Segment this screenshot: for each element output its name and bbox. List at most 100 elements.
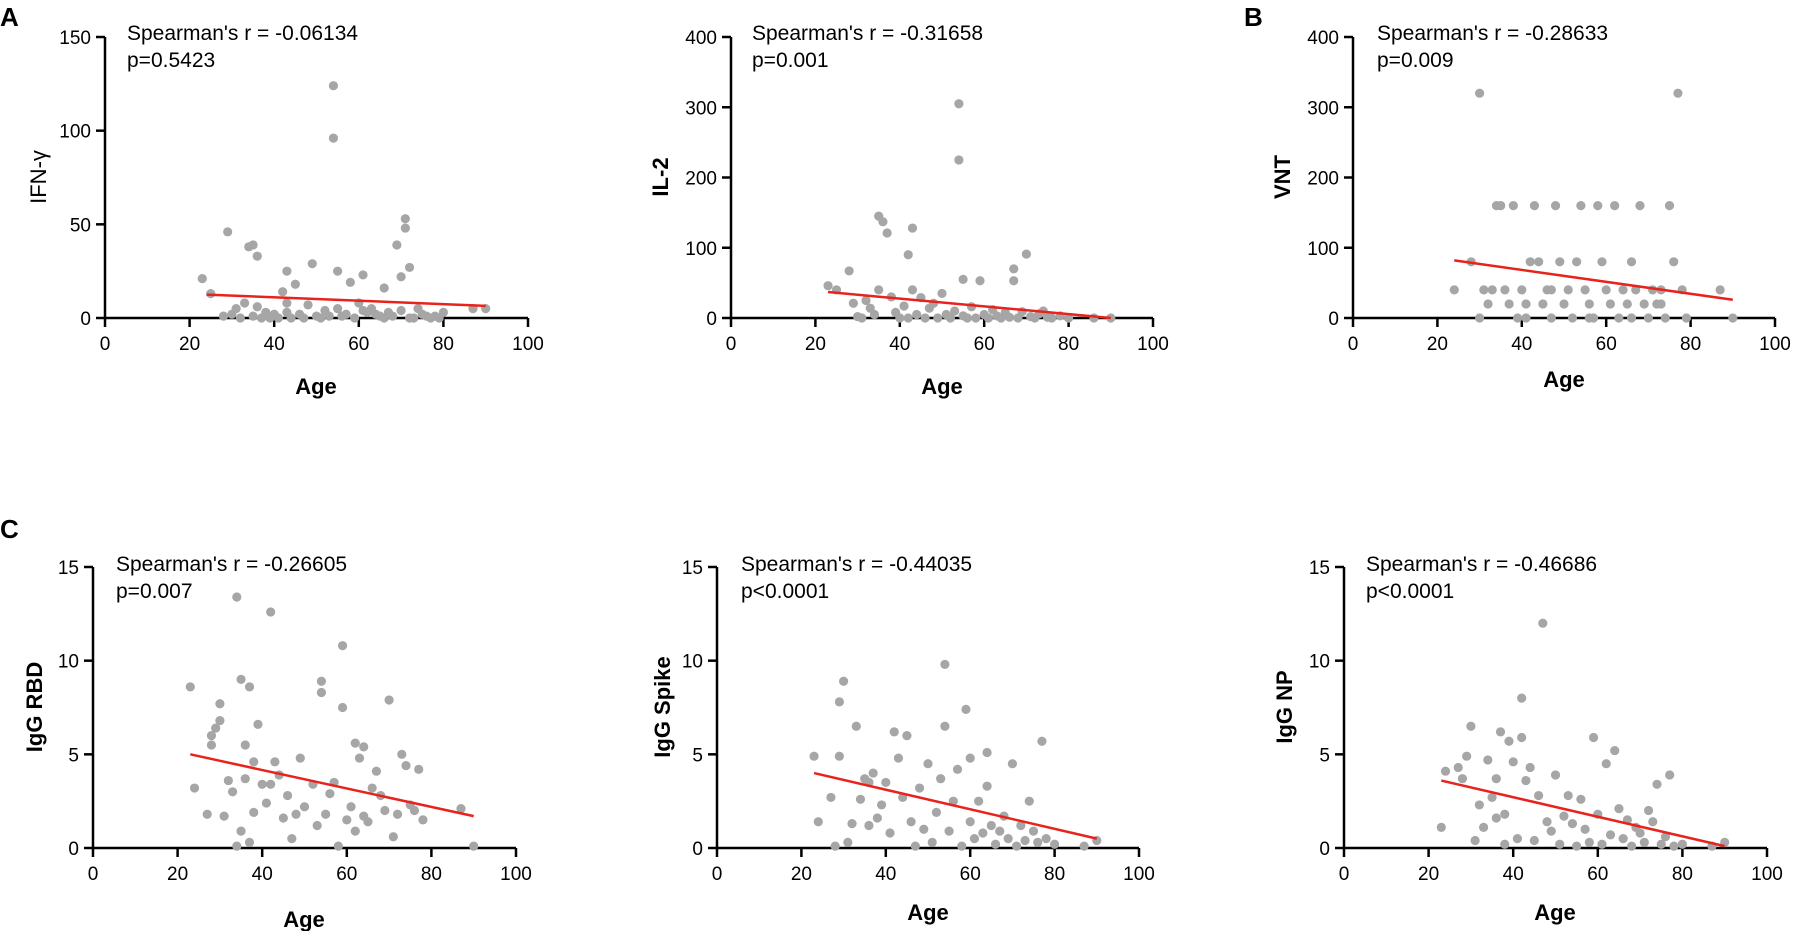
x-tick-label: 100 <box>500 864 532 885</box>
data-point <box>270 757 280 767</box>
data-point <box>1521 775 1531 786</box>
data-point <box>290 279 300 289</box>
data-point <box>1028 826 1039 836</box>
data-point <box>380 805 390 816</box>
data-point <box>345 277 355 288</box>
data-point <box>895 313 905 323</box>
data-point <box>236 826 246 836</box>
data-point <box>1677 839 1687 849</box>
data-point <box>358 270 368 280</box>
x-tick-label: 60 <box>1587 864 1608 885</box>
data-point <box>982 781 992 791</box>
x-tick-label: 100 <box>1751 864 1783 885</box>
data-point <box>371 766 382 776</box>
data-point <box>409 805 420 816</box>
data-point <box>295 753 305 763</box>
spearman-r-text: Spearman's r = -0.46686 <box>1366 553 1597 576</box>
data-point <box>847 819 857 829</box>
data-point <box>1584 299 1594 309</box>
data-point <box>1567 313 1578 323</box>
data-point <box>328 133 339 143</box>
data-point <box>809 751 819 761</box>
data-point <box>1474 800 1484 810</box>
data-point <box>1605 830 1616 840</box>
x-tick-label: 80 <box>421 864 442 885</box>
data-point <box>291 809 301 819</box>
data-point <box>1453 762 1463 773</box>
data-point <box>1597 839 1607 849</box>
data-point <box>855 794 866 804</box>
y-tick-label: 5 <box>692 745 703 766</box>
data-point <box>1572 841 1582 851</box>
data-point <box>341 309 351 319</box>
x-tick-label: 40 <box>252 864 273 885</box>
plot-ifng: 0 20 40 60 80 100 0 50 100 150 Spearman's r = -0.0… <box>26 22 544 399</box>
x-tick-label: 80 <box>1672 864 1693 885</box>
data-point <box>937 288 947 299</box>
data-point <box>1504 736 1514 746</box>
x-tick-label: 20 <box>167 864 188 885</box>
data-point <box>287 834 297 844</box>
y-tick-label: 150 <box>59 28 91 49</box>
data-point <box>978 828 988 838</box>
data-point <box>948 796 958 806</box>
data-point <box>986 820 996 831</box>
data-point <box>868 768 878 778</box>
data-point <box>367 783 377 793</box>
y-tick-label: 300 <box>1307 98 1339 119</box>
data-point <box>1656 299 1666 309</box>
x-tick-label: 0 <box>712 864 723 885</box>
data-point <box>912 309 922 320</box>
data-point <box>1462 751 1472 761</box>
data-point <box>914 783 925 793</box>
data-point <box>919 824 929 834</box>
spearman-r-text: Spearman's r = -0.28633 <box>1377 22 1608 45</box>
data-point <box>857 313 867 323</box>
x-tick-label: 40 <box>875 864 896 885</box>
data-point <box>1643 805 1654 816</box>
data-point <box>954 155 964 165</box>
x-tick-label: 20 <box>179 334 200 355</box>
data-point <box>1563 790 1573 801</box>
data-point <box>299 802 310 812</box>
regression-line <box>1441 779 1725 848</box>
data-point <box>1627 841 1637 851</box>
data-point <box>848 298 858 308</box>
data-point <box>316 687 327 698</box>
data-point <box>1593 201 1603 211</box>
data-point <box>346 802 356 812</box>
y-tick-label: 400 <box>1307 28 1339 49</box>
data-point <box>286 313 296 323</box>
data-point <box>266 607 276 617</box>
data-point <box>995 826 1005 836</box>
data-point <box>1584 837 1594 847</box>
data-point <box>1089 313 1099 323</box>
data-point <box>414 764 424 774</box>
data-point <box>885 828 895 838</box>
data-point <box>1487 285 1497 295</box>
data-point <box>1021 249 1031 259</box>
data-point <box>975 276 985 286</box>
data-point <box>1601 759 1611 769</box>
data-point <box>1020 835 1030 846</box>
data-point <box>278 287 288 297</box>
spearman-r-text: Spearman's r = -0.31658 <box>752 22 983 45</box>
data-point <box>248 240 258 250</box>
panel-label-b: B <box>1244 2 1263 32</box>
data-point <box>936 774 946 784</box>
data-point <box>1728 313 1738 323</box>
data-point <box>952 764 963 774</box>
data-point <box>1681 313 1691 323</box>
data-point <box>1016 820 1026 831</box>
data-point <box>211 723 221 733</box>
data-point <box>396 305 406 316</box>
data-point <box>1009 276 1019 286</box>
data-point <box>1508 201 1518 211</box>
data-point <box>1508 757 1518 767</box>
data-point <box>1525 257 1535 267</box>
data-point <box>1500 285 1510 295</box>
data-point <box>945 313 956 323</box>
data-point <box>1576 794 1586 804</box>
data-point <box>401 760 411 771</box>
data-point <box>861 295 871 306</box>
